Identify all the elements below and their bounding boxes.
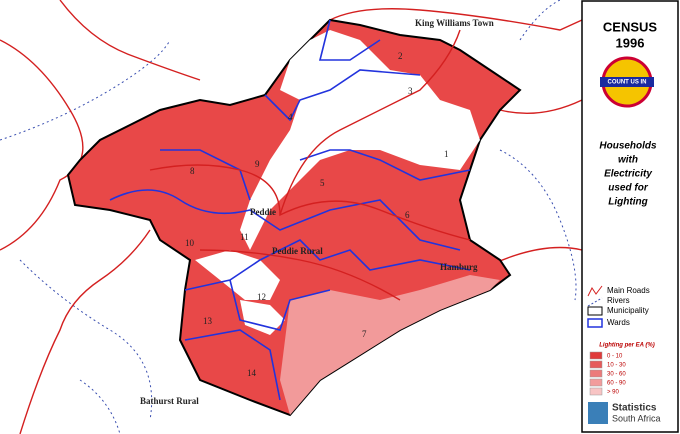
river (0, 39, 171, 141)
logo-text: COUNT US IN (608, 80, 647, 86)
ward-line (299, 149, 471, 181)
class-swatch (589, 387, 603, 396)
place-label: Peddie (250, 207, 276, 217)
road (499, 99, 583, 114)
white-area (240, 300, 285, 335)
ward-number: 10 (185, 238, 195, 248)
subtitle: used for (608, 183, 649, 194)
road (199, 249, 401, 301)
place-label: Peddie Rural (272, 246, 323, 256)
roads (0, 0, 583, 434)
ward-number: 13 (203, 316, 213, 326)
ward-number: 4 (288, 112, 293, 122)
class-label: 60 - 90 (607, 381, 626, 387)
ward-line (264, 69, 421, 122)
wards (109, 19, 471, 401)
ward-number: 11 (240, 232, 249, 242)
ward-line (184, 329, 281, 401)
classes-title: Lighting per EA (%) (599, 343, 654, 349)
legend-label: Main Roads (607, 286, 650, 295)
ward-number: 12 (257, 292, 266, 302)
ward-number: 9 (255, 159, 260, 169)
place-label: Bathurst Rural (140, 396, 199, 406)
road (0, 39, 84, 251)
legend-label: Rivers (607, 296, 630, 305)
ward-number: 8 (190, 166, 195, 176)
light-area (280, 275, 500, 415)
ward-number: 14 (247, 368, 257, 378)
classes: 0 - 10 10 - 30 30 - 60 60 - 90 > 90 (589, 351, 626, 396)
footer-text: Statistics (612, 403, 657, 414)
ward-number: 7 (362, 329, 367, 339)
class-label: 30 - 60 (607, 372, 626, 378)
legend-symbol (587, 306, 603, 316)
legend-label: Municipality (607, 306, 649, 315)
subtitle: Lighting (608, 197, 647, 208)
legend-symbol (587, 297, 603, 307)
logo-band (600, 77, 654, 87)
ward-line (160, 149, 251, 201)
ward-number: 3 (408, 86, 413, 96)
river (19, 259, 153, 421)
legend-symbol (587, 318, 603, 328)
inner-roads (149, 29, 471, 301)
class-swatch (589, 369, 603, 378)
subtitle: Households (599, 141, 657, 152)
ward-line (184, 239, 471, 291)
ward-number: 1 (444, 149, 449, 159)
river (519, 0, 561, 41)
ward-line (229, 279, 331, 331)
footer-text: South Africa (612, 413, 661, 423)
legend-symbol (587, 285, 603, 297)
legend-label: Wards (607, 318, 630, 327)
class-label: > 90 (607, 390, 620, 396)
class-swatch (589, 351, 603, 360)
white-area (240, 30, 480, 250)
class-swatch (589, 378, 603, 387)
subtitle: Electricity (604, 169, 652, 180)
river (79, 379, 121, 434)
road (19, 229, 151, 434)
road (279, 29, 461, 216)
year: 1996 (616, 35, 645, 50)
title: CENSUS (603, 19, 658, 34)
place-label: Hamburg (440, 262, 478, 272)
class-swatch (589, 360, 603, 369)
place-label: King Williams Town (415, 18, 494, 28)
ward-line (109, 189, 461, 251)
ward-number: 6 (405, 210, 410, 220)
ward-number: 2 (398, 51, 403, 61)
ward-line (318, 19, 381, 61)
river (499, 149, 577, 301)
subtitle: with (618, 155, 638, 166)
road (329, 8, 583, 31)
ward-number: 5 (320, 178, 325, 188)
footer-logo (588, 402, 608, 424)
rivers (0, 0, 577, 434)
class-label: 0 - 10 (607, 354, 623, 360)
road (59, 0, 201, 81)
class-label: 10 - 30 (607, 363, 626, 369)
